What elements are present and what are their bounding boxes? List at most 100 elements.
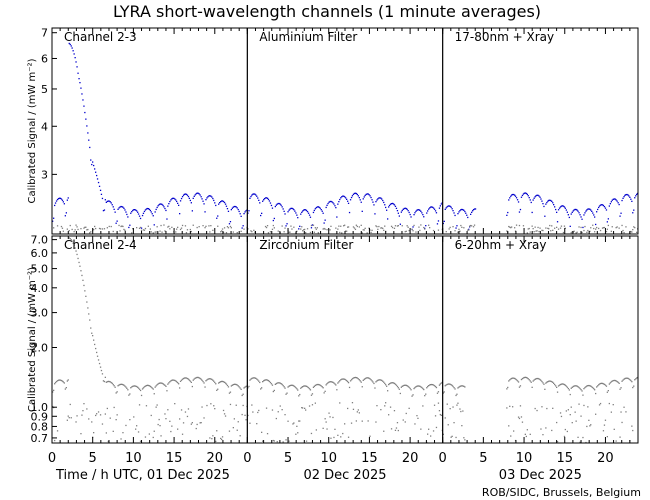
data-point (161, 382, 163, 384)
data-point (318, 206, 320, 208)
data-point (314, 402, 316, 404)
data-point (53, 217, 55, 219)
data-point (284, 213, 286, 215)
data-point (150, 211, 152, 213)
data-point (239, 387, 241, 389)
data-point (178, 204, 180, 206)
data-point (108, 225, 110, 228)
data-point (428, 224, 430, 226)
data-point (373, 204, 375, 206)
data-point (176, 228, 178, 230)
data-point (410, 216, 412, 218)
data-point (394, 225, 397, 227)
data-point (336, 216, 338, 218)
data-point (357, 378, 359, 380)
data-point (57, 198, 60, 200)
data-point (630, 379, 632, 382)
data-point (314, 227, 316, 229)
data-point (195, 427, 197, 430)
data-point (116, 220, 118, 222)
data-point (340, 436, 342, 438)
data-point (471, 225, 473, 227)
data-point (301, 226, 303, 228)
data-point (244, 414, 246, 416)
data-point (167, 383, 169, 385)
data-point (608, 402, 610, 405)
data-point (74, 229, 76, 231)
data-point (322, 427, 324, 429)
data-point (221, 380, 223, 383)
data-point (375, 201, 377, 203)
data-point (125, 211, 127, 213)
data-point (508, 425, 510, 427)
data-point (524, 192, 526, 194)
y-tick-label: 0.8 (31, 420, 49, 433)
data-point (576, 385, 578, 387)
data-point (556, 386, 558, 388)
data-point (210, 403, 212, 405)
data-point (373, 382, 375, 385)
data-point (585, 386, 587, 388)
data-point (160, 224, 162, 227)
data-point (71, 228, 73, 231)
data-point (388, 206, 390, 208)
data-point (433, 404, 436, 406)
data-point (547, 381, 549, 383)
data-point (93, 164, 95, 167)
data-point (297, 217, 299, 219)
data-point (147, 208, 149, 210)
data-point (541, 229, 543, 231)
data-point (251, 194, 253, 196)
data-point (435, 426, 438, 429)
data-point (447, 205, 449, 207)
data-point (439, 205, 441, 207)
data-point (383, 229, 385, 231)
data-point (121, 225, 123, 227)
data-point (274, 383, 276, 385)
data-point (190, 202, 192, 204)
data-point (343, 195, 345, 197)
data-point (424, 395, 426, 397)
data-point (534, 407, 536, 410)
data-point (402, 208, 404, 210)
data-point (151, 213, 153, 215)
x-tick-label: 15 (166, 451, 183, 466)
data-point (343, 225, 345, 227)
data-point (354, 376, 357, 379)
data-point (173, 379, 175, 381)
data-point (463, 437, 465, 439)
data-point (107, 200, 109, 202)
data-point (401, 225, 403, 227)
data-point (473, 224, 476, 226)
data-point (563, 206, 566, 208)
data-point (578, 403, 580, 405)
data-point (446, 383, 448, 386)
data-point (333, 382, 335, 384)
data-point (276, 203, 278, 205)
data-point (142, 212, 145, 214)
data-point (227, 227, 230, 229)
data-point (422, 214, 424, 216)
data-point (562, 205, 565, 207)
data-point (215, 383, 217, 385)
data-point (161, 231, 163, 233)
data-point (135, 385, 137, 387)
data-point (429, 384, 431, 386)
data-point (584, 225, 586, 228)
data-point (182, 194, 185, 196)
data-point (314, 384, 316, 387)
data-point (119, 206, 121, 208)
data-point (194, 377, 196, 379)
data-point (445, 384, 447, 386)
data-point (189, 199, 191, 202)
data-point (317, 383, 319, 386)
data-point (105, 201, 107, 203)
data-point (249, 379, 251, 381)
data-point (582, 394, 584, 396)
data-point (267, 198, 270, 201)
data-point (390, 225, 393, 227)
data-point (405, 384, 407, 386)
data-point (530, 201, 532, 204)
data-point (52, 391, 54, 393)
data-point (542, 203, 544, 205)
